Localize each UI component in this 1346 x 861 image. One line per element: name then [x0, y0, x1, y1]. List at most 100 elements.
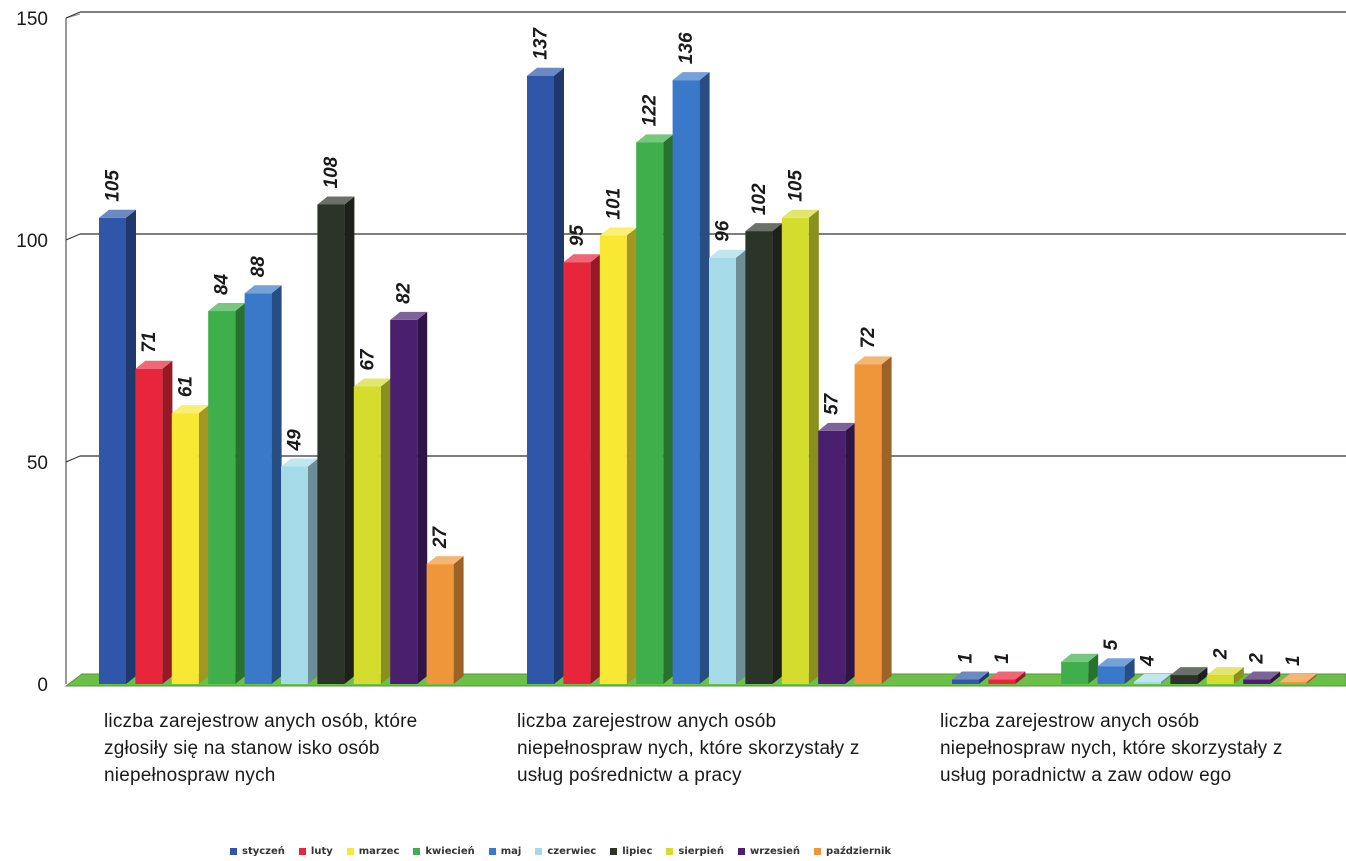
bar-side — [1088, 653, 1099, 684]
legend-swatch — [814, 848, 822, 855]
gridline-diagonal — [65, 455, 81, 463]
category-label-line: usług poradnictw a zaw odow ego — [940, 765, 1232, 786]
legend-item: sierpień — [666, 846, 724, 857]
bar-side — [626, 227, 637, 684]
y-tick-label: 100 — [16, 231, 48, 252]
bar-kwiecień — [636, 142, 664, 684]
bar-side — [271, 285, 282, 684]
data-label: 2 — [1247, 653, 1268, 665]
bar-maj — [244, 293, 272, 684]
bar-kwiecień — [208, 311, 236, 684]
bar-side — [1015, 671, 1026, 684]
bar-top — [952, 671, 989, 680]
data-label: 101 — [603, 188, 624, 220]
bar-top — [281, 458, 318, 467]
legend-swatch — [230, 848, 237, 855]
bar-top — [636, 134, 674, 143]
data-label: 27 — [430, 526, 451, 550]
bar-top — [854, 356, 892, 365]
legend-label: wrzesień — [749, 846, 801, 857]
bar-wrzesień — [390, 319, 418, 684]
legend-label: luty — [310, 846, 333, 857]
bar-top — [527, 67, 564, 76]
legend-item: czerwiec — [535, 846, 596, 857]
bar-side — [1306, 674, 1317, 684]
legend-item: marzec — [346, 846, 399, 857]
bar-luty — [563, 262, 591, 684]
data-label: 49 — [285, 429, 306, 452]
category-label: liczba zarejestrow anych osób, które zgło… — [104, 708, 504, 789]
category-label-line: liczba zarejestrow anych osób, które — [104, 711, 418, 732]
bar-side — [1233, 667, 1244, 684]
bar-side — [979, 671, 989, 684]
legend-label: kwiecień — [425, 846, 475, 857]
category-label-line: niepełnospraw nych, które skorzystały z — [940, 738, 1283, 759]
bar-side — [772, 223, 783, 684]
data-label: 67 — [357, 348, 378, 371]
data-label: 102 — [749, 183, 770, 215]
bar-top — [1170, 667, 1208, 676]
bar-październik — [1279, 682, 1307, 684]
legend-swatch — [535, 848, 543, 855]
bar-top — [988, 671, 1026, 680]
bar-top — [135, 360, 173, 369]
bar-side — [1270, 671, 1281, 684]
bar-lipiec — [317, 204, 345, 685]
bar-top — [1279, 674, 1317, 682]
y-tick-label: 0 — [37, 675, 48, 696]
data-label: 88 — [248, 256, 269, 278]
bar-top — [1206, 667, 1244, 676]
bar-kwiecień — [1061, 661, 1089, 684]
legend: styczeń luty marzec kwiecień maj czerwiec lipi… — [230, 846, 891, 857]
legend-swatch — [666, 848, 674, 855]
bar-side — [344, 196, 355, 685]
gridline-diagonal — [65, 11, 81, 19]
bar-top — [1134, 674, 1171, 682]
bar-side — [663, 134, 674, 684]
bar-side — [198, 405, 209, 684]
legend-swatch — [488, 848, 496, 855]
y-tick-label: 150 — [16, 9, 48, 30]
legend-label: lipiec — [622, 846, 653, 857]
legend-swatch — [298, 848, 306, 855]
bar-top — [317, 196, 355, 205]
bar-side — [417, 311, 428, 684]
bar-side — [1124, 658, 1135, 684]
data-label: 105 — [103, 170, 124, 202]
bar-top — [709, 249, 746, 258]
bar-luty — [135, 368, 163, 684]
bar-sierpień — [781, 217, 809, 685]
bar-side — [308, 458, 318, 684]
bar-styczeń — [99, 217, 126, 685]
bar-top — [599, 227, 637, 236]
bar-październik — [854, 364, 882, 684]
data-label: 96 — [713, 220, 734, 242]
bar-czerwiec — [281, 466, 308, 684]
data-label: 82 — [394, 282, 415, 304]
bar-marzec — [171, 413, 199, 684]
data-label: 4 — [1138, 655, 1159, 667]
legend-item: lipiec — [610, 846, 652, 857]
data-label: 108 — [321, 156, 342, 188]
bar-październik — [426, 564, 454, 684]
bar-side — [699, 72, 710, 684]
legend-label: maj — [500, 846, 522, 857]
bar-top — [99, 209, 136, 218]
y-tick-label: 50 — [27, 453, 48, 474]
data-label: 72 — [858, 327, 879, 349]
bar-sierpień — [353, 386, 381, 684]
bar-side — [453, 556, 464, 684]
bar-styczeń — [527, 75, 554, 685]
bar-lipiec — [1170, 675, 1198, 684]
legend-item: maj — [488, 846, 522, 857]
data-label: 137 — [531, 27, 552, 60]
data-label: 57 — [822, 392, 843, 415]
bar-czerwiec — [1134, 682, 1161, 684]
bar-top — [563, 254, 601, 263]
bar-top — [1243, 671, 1281, 680]
bar-wrzesień — [818, 430, 846, 684]
legend-item: październik — [814, 846, 891, 857]
category-label-line: liczba zarejestrow anych osób — [517, 711, 777, 732]
legend-item: luty — [298, 846, 333, 857]
